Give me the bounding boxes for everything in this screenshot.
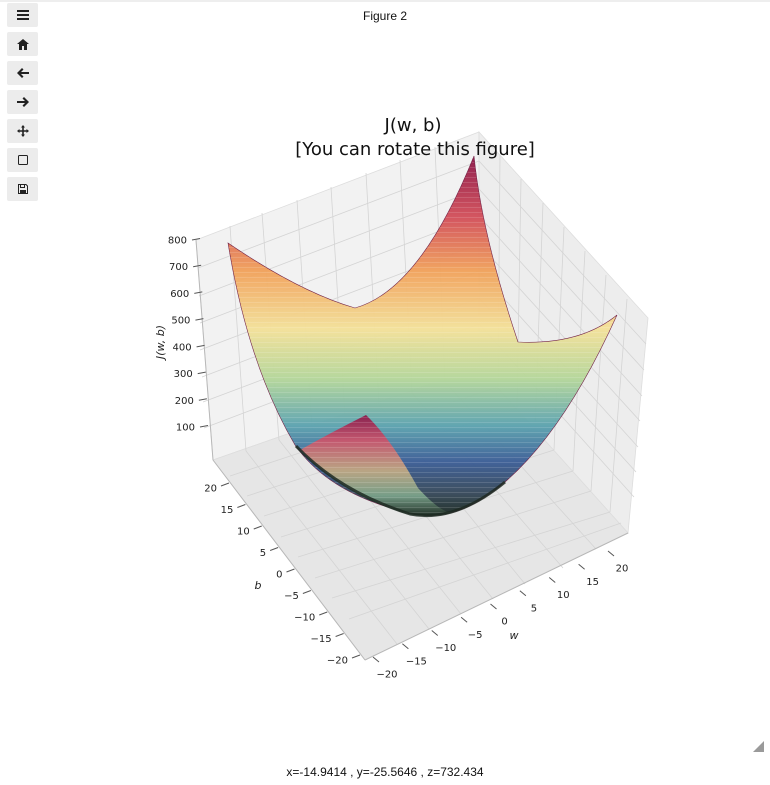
pan-button[interactable] [7, 119, 38, 143]
z-tick-label: 300 [174, 369, 193, 380]
w-tick-label: 5 [531, 603, 537, 614]
w-tick-label: −5 [468, 630, 483, 641]
b-tick-label: 20 [204, 484, 217, 495]
cost-surface [227, 155, 618, 518]
b-tick-label: −10 [294, 613, 315, 624]
b-tick-label-mark [253, 525, 262, 530]
surface-plot[interactable]: J(w, b) [You can rotate this figure] 800… [0, 0, 770, 760]
plot-title-line1: J(w, b) [384, 115, 442, 136]
cursor-coordinates: x=-14.9414 , y=-25.5646 , z=732.434 [286, 765, 484, 779]
z-tick-label-mark [191, 238, 201, 241]
hamburger-icon [16, 10, 29, 20]
menu-button[interactable] [7, 3, 38, 27]
w-tick-label: 0 [501, 617, 507, 628]
w-tick-label: 20 [616, 564, 629, 575]
w-tick-label-mark [578, 563, 585, 570]
z-tick-label-mark [196, 344, 205, 348]
z-tick-label: 400 [172, 342, 191, 353]
zoom-button[interactable] [7, 148, 38, 172]
w-tick-label-mark [431, 630, 439, 636]
b-tick-label: 15 [221, 505, 234, 516]
b-tick-label-mark [220, 482, 230, 487]
w-tick-label: 10 [557, 590, 570, 601]
z-tick-label: 200 [175, 396, 194, 407]
figure-title: Figure 2 [362, 9, 408, 23]
z-axis-label: J(w, b) [154, 325, 167, 361]
z-tick-label-mark [199, 425, 209, 428]
w-tick-label-mark [607, 550, 615, 557]
z-tick-label: 700 [169, 262, 188, 273]
toolbar [7, 3, 38, 206]
back-button[interactable] [7, 61, 38, 85]
window-top-border [0, 0, 770, 2]
home-icon [16, 38, 29, 50]
b-tick-label-mark [351, 654, 361, 659]
b-tick-label: −15 [311, 634, 332, 645]
b-tick-label: 10 [237, 527, 250, 538]
b-tick-label-mark [237, 504, 246, 508]
floppy-icon [17, 184, 28, 194]
w-tick-label: −20 [376, 670, 397, 681]
b-tick-label-mark [319, 611, 328, 616]
z-axis-ticks: 800 700 600 500 400 300 200 100 [168, 236, 209, 434]
plot-title-line2: [You can rotate this figure] [295, 139, 535, 160]
z-tick-label: 100 [176, 423, 195, 434]
b-tick-label: −5 [284, 591, 299, 602]
w-tick-label-mark [402, 643, 409, 650]
z-tick-label: 500 [171, 316, 190, 327]
z-tick-label-mark [198, 398, 207, 401]
b-tick-label-mark [286, 568, 295, 573]
b-axis-label: b [255, 579, 262, 592]
z-tick-label-mark [193, 264, 202, 268]
w-tick-label: −15 [406, 656, 427, 667]
w-tick-label-mark [372, 656, 380, 663]
w-tick-label-mark [519, 590, 527, 597]
b-tick-label: 0 [276, 570, 282, 581]
square-icon [17, 155, 28, 165]
w-tick-label: 15 [586, 577, 599, 588]
home-button[interactable] [7, 32, 38, 56]
forward-button[interactable] [7, 90, 38, 114]
w-axis-ticks: −20 −15 −10 −5 0 5 10 15 20 [372, 550, 629, 681]
arrow-left-icon [16, 68, 29, 78]
b-tick-label: 5 [260, 548, 266, 559]
z-tick-label: 600 [170, 289, 189, 300]
w-tick-label-mark [548, 577, 556, 583]
w-tick-label-mark [490, 603, 497, 610]
w-tick-label-mark [460, 616, 468, 623]
b-tick-label-mark [335, 633, 344, 637]
z-tick-label-mark [194, 291, 203, 294]
w-axis-label: w [510, 629, 519, 642]
w-tick-label: −10 [435, 643, 456, 654]
z-tick-label-mark [197, 371, 206, 375]
move-icon [16, 125, 29, 137]
b-tick-label-mark [302, 590, 312, 594]
resize-handle[interactable] [753, 741, 764, 752]
z-tick-label-mark [195, 318, 204, 321]
z-tick-label: 800 [168, 236, 187, 247]
arrow-right-icon [16, 97, 29, 107]
axis-lines [195, 239, 629, 661]
b-tick-label-mark [269, 547, 279, 551]
b-tick-label: −20 [327, 656, 348, 667]
save-button[interactable] [7, 177, 38, 201]
